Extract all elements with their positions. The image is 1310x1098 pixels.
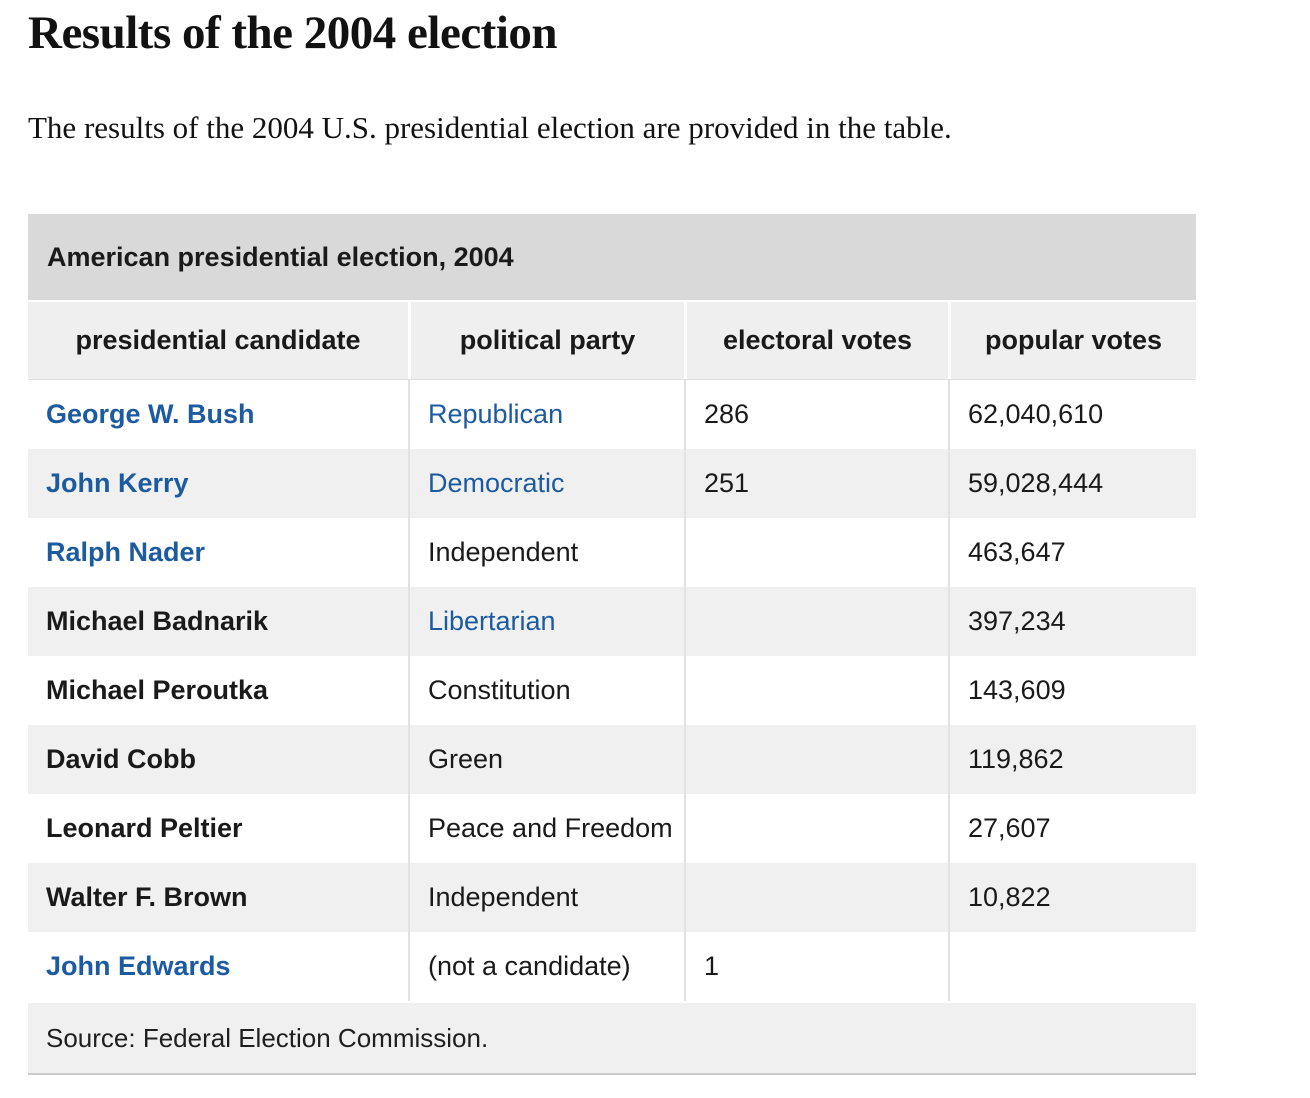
electoral-votes-value: 1 — [704, 951, 720, 981]
popular-votes-cell: 27,607 — [948, 794, 1196, 863]
column-header-presidential-candidate: presidential candidate — [28, 302, 408, 379]
popular-votes-cell: 62,040,610 — [948, 380, 1196, 449]
party-name: Constitution — [428, 675, 571, 705]
party-link[interactable]: Libertarian — [428, 606, 556, 636]
popular-votes-cell: 397,234 — [948, 587, 1196, 656]
table-row: George W. Bush Republican 286 62,040,610 — [28, 380, 1196, 449]
party-name: Green — [428, 744, 504, 774]
table-row: Ralph Nader Independent 463,647 — [28, 518, 1196, 587]
electoral-votes-cell — [684, 587, 948, 656]
candidate-cell: Michael Peroutka — [28, 656, 408, 725]
electoral-votes-cell — [684, 794, 948, 863]
table-row: John Kerry Democratic 251 59,028,444 — [28, 449, 1196, 518]
candidate-cell: George W. Bush — [28, 380, 408, 449]
popular-votes-cell: 10,822 — [948, 863, 1196, 932]
popular-votes-cell: 143,609 — [948, 656, 1196, 725]
table-row: David Cobb Green 119,862 — [28, 725, 1196, 794]
election-results-table: American presidential election, 2004 pre… — [28, 214, 1196, 1075]
popular-votes-cell: 119,862 — [948, 725, 1196, 794]
candidate-name: Michael Badnarik — [46, 606, 269, 636]
article-page: Results of the 2004 election The results… — [28, 7, 1196, 1075]
party-cell: Independent — [408, 863, 684, 932]
party-name: Independent — [428, 537, 579, 567]
candidate-name: Leonard Peltier — [46, 813, 243, 843]
party-name: Independent — [428, 882, 579, 912]
party-cell: Peace and Freedom — [408, 794, 684, 863]
popular-votes-cell — [948, 932, 1196, 1001]
popular-votes-value: 143,609 — [968, 675, 1066, 705]
party-cell: (not a candidate) — [408, 932, 684, 1001]
popular-votes-value: 397,234 — [968, 606, 1066, 636]
popular-votes-value: 62,040,610 — [968, 399, 1104, 429]
table-body: George W. Bush Republican 286 62,040,610… — [28, 380, 1196, 1001]
candidate-name: Michael Peroutka — [46, 675, 269, 705]
popular-votes-value: 59,028,444 — [968, 468, 1104, 498]
party-link[interactable]: Republican — [428, 399, 564, 429]
candidate-cell: Michael Badnarik — [28, 587, 408, 656]
candidate-cell: John Kerry — [28, 449, 408, 518]
intro-paragraph: The results of the 2004 U.S. presidentia… — [28, 110, 952, 145]
table-row: Walter F. Brown Independent 10,822 — [28, 863, 1196, 932]
party-cell: Democratic — [408, 449, 684, 518]
candidate-cell: Walter F. Brown — [28, 863, 408, 932]
electoral-votes-value: 251 — [704, 468, 750, 498]
electoral-votes-cell: 1 — [684, 932, 948, 1001]
party-cell: Green — [408, 725, 684, 794]
popular-votes-cell: 463,647 — [948, 518, 1196, 587]
column-header-electoral-votes: electoral votes — [684, 302, 948, 379]
electoral-votes-cell: 286 — [684, 380, 948, 449]
candidate-cell: John Edwards — [28, 932, 408, 1001]
page-title: Results of the 2004 election — [28, 7, 558, 59]
candidate-cell: David Cobb — [28, 725, 408, 794]
popular-votes-value: 119,862 — [968, 744, 1064, 774]
electoral-votes-value: 286 — [704, 399, 750, 429]
party-name: Peace and Freedom — [428, 813, 673, 843]
candidate-link[interactable]: John Edwards — [46, 951, 231, 981]
electoral-votes-cell — [684, 863, 948, 932]
table-row: Leonard Peltier Peace and Freedom 27,607 — [28, 794, 1196, 863]
table-header-row: presidential candidate political party e… — [28, 302, 1196, 380]
popular-votes-cell: 59,028,444 — [948, 449, 1196, 518]
popular-votes-value: 463,647 — [968, 537, 1066, 567]
party-name: (not a candidate) — [428, 951, 631, 981]
table-row: Michael Badnarik Libertarian 397,234 — [28, 587, 1196, 656]
candidate-link[interactable]: Ralph Nader — [46, 537, 206, 567]
table-source-note: Source: Federal Election Commission. — [28, 1003, 1196, 1075]
electoral-votes-cell — [684, 656, 948, 725]
candidate-name: David Cobb — [46, 744, 197, 774]
table-row: Michael Peroutka Constitution 143,609 — [28, 656, 1196, 725]
candidate-link[interactable]: George W. Bush — [46, 399, 255, 429]
party-cell: Independent — [408, 518, 684, 587]
party-link[interactable]: Democratic — [428, 468, 565, 498]
popular-votes-value: 27,607 — [968, 813, 1051, 843]
party-cell: Libertarian — [408, 587, 684, 656]
column-header-popular-votes: popular votes — [948, 302, 1196, 379]
candidate-link[interactable]: John Kerry — [46, 468, 189, 498]
table-caption: American presidential election, 2004 — [28, 214, 1196, 300]
party-cell: Constitution — [408, 656, 684, 725]
candidate-cell: Leonard Peltier — [28, 794, 408, 863]
party-cell: Republican — [408, 380, 684, 449]
electoral-votes-cell: 251 — [684, 449, 948, 518]
popular-votes-value: 10,822 — [968, 882, 1051, 912]
candidate-cell: Ralph Nader — [28, 518, 408, 587]
electoral-votes-cell — [684, 725, 948, 794]
table-row: John Edwards (not a candidate) 1 — [28, 932, 1196, 1001]
candidate-name: Walter F. Brown — [46, 882, 248, 912]
column-header-political-party: political party — [408, 302, 684, 379]
electoral-votes-cell — [684, 518, 948, 587]
